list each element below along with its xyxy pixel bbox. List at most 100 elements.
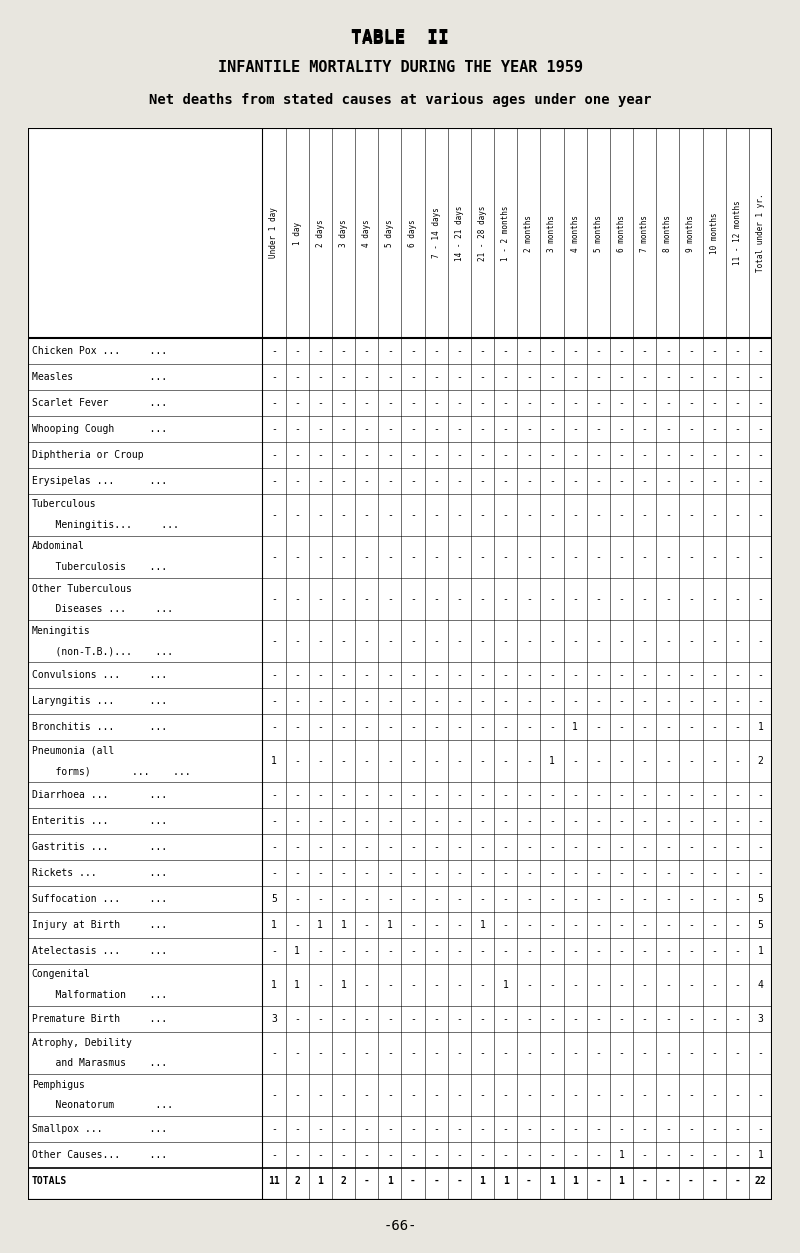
Text: -: - xyxy=(595,1177,601,1187)
Text: -: - xyxy=(572,372,578,382)
Text: -: - xyxy=(549,346,555,356)
Text: -: - xyxy=(364,816,370,826)
Text: -: - xyxy=(479,594,486,604)
Text: -: - xyxy=(526,450,532,460)
Text: -: - xyxy=(433,346,439,356)
Text: and Marasmus    ...: and Marasmus ... xyxy=(32,1059,167,1069)
Text: -: - xyxy=(526,637,532,647)
Text: -: - xyxy=(665,756,670,766)
Text: -: - xyxy=(502,789,509,799)
Text: -: - xyxy=(734,398,740,408)
Text: -: - xyxy=(665,1048,670,1058)
Text: -: - xyxy=(734,920,740,930)
Text: 1: 1 xyxy=(294,946,300,956)
Text: 7 months: 7 months xyxy=(640,214,649,252)
Text: -: - xyxy=(364,637,370,647)
Text: -: - xyxy=(318,553,323,563)
Text: -: - xyxy=(410,756,416,766)
Text: -: - xyxy=(456,868,462,878)
Text: -: - xyxy=(758,553,763,563)
Text: -: - xyxy=(456,816,462,826)
Text: -: - xyxy=(595,816,601,826)
Text: -: - xyxy=(479,695,486,705)
Text: -: - xyxy=(526,1090,532,1100)
Text: -: - xyxy=(572,946,578,956)
Text: -: - xyxy=(595,510,601,520)
Text: -: - xyxy=(479,1124,486,1134)
Text: -: - xyxy=(665,920,670,930)
Text: -: - xyxy=(572,476,578,486)
Text: -: - xyxy=(502,868,509,878)
Text: -: - xyxy=(502,594,509,604)
Text: -: - xyxy=(387,398,393,408)
Text: -: - xyxy=(387,510,393,520)
Text: -: - xyxy=(734,637,740,647)
Text: -: - xyxy=(387,670,393,680)
Text: -: - xyxy=(526,868,532,878)
Text: -: - xyxy=(318,1150,323,1160)
Text: Congenital: Congenital xyxy=(32,970,90,980)
Text: -: - xyxy=(341,398,346,408)
Text: 3 months: 3 months xyxy=(547,214,557,252)
Text: 14 - 21 days: 14 - 21 days xyxy=(454,205,464,261)
Text: -: - xyxy=(642,946,647,956)
Text: -: - xyxy=(595,1150,601,1160)
Text: -: - xyxy=(526,594,532,604)
Text: -: - xyxy=(711,450,717,460)
Text: -: - xyxy=(665,637,670,647)
Text: -: - xyxy=(595,1124,601,1134)
Text: -: - xyxy=(618,789,624,799)
Text: -: - xyxy=(341,510,346,520)
Text: 6 days: 6 days xyxy=(409,219,418,247)
Text: -: - xyxy=(734,450,740,460)
Text: 1 - 2 months: 1 - 2 months xyxy=(501,205,510,261)
Text: -: - xyxy=(711,1048,717,1058)
Text: -: - xyxy=(549,893,555,903)
Text: -: - xyxy=(595,346,601,356)
Text: 1: 1 xyxy=(341,980,346,990)
Text: -: - xyxy=(711,553,717,563)
Text: -: - xyxy=(688,1014,694,1024)
Text: -: - xyxy=(271,424,277,434)
Text: -: - xyxy=(364,789,370,799)
Text: INFANTILE MORTALITY DURING THE YEAR 1959: INFANTILE MORTALITY DURING THE YEAR 1959 xyxy=(218,60,582,75)
Text: -: - xyxy=(711,695,717,705)
Text: -: - xyxy=(479,816,486,826)
Text: -: - xyxy=(479,553,486,563)
Text: 1: 1 xyxy=(271,980,277,990)
Text: Suffocation ...     ...: Suffocation ... ... xyxy=(32,893,167,903)
Text: -: - xyxy=(341,553,346,563)
Text: -: - xyxy=(410,553,416,563)
Text: -: - xyxy=(526,424,532,434)
Text: -: - xyxy=(456,722,462,732)
Text: -: - xyxy=(572,346,578,356)
Text: -: - xyxy=(433,450,439,460)
Text: -: - xyxy=(618,450,624,460)
Text: -: - xyxy=(456,670,462,680)
Text: -: - xyxy=(502,398,509,408)
Text: -: - xyxy=(318,510,323,520)
Text: -: - xyxy=(294,722,300,732)
Text: Erysipelas ...      ...: Erysipelas ... ... xyxy=(32,476,167,486)
Text: -: - xyxy=(734,510,740,520)
Text: -: - xyxy=(572,756,578,766)
Text: -: - xyxy=(572,1014,578,1024)
Text: -: - xyxy=(711,756,717,766)
Text: -: - xyxy=(318,980,323,990)
Text: Tuberculous: Tuberculous xyxy=(32,500,96,510)
Text: -: - xyxy=(549,946,555,956)
Text: 1: 1 xyxy=(318,920,323,930)
Text: -: - xyxy=(734,695,740,705)
Text: -: - xyxy=(758,398,763,408)
Text: -: - xyxy=(642,476,647,486)
Text: -: - xyxy=(549,980,555,990)
Text: -: - xyxy=(456,893,462,903)
Text: 5 days: 5 days xyxy=(386,219,394,247)
Text: -: - xyxy=(595,893,601,903)
Text: -: - xyxy=(595,476,601,486)
Text: -: - xyxy=(642,670,647,680)
Text: -: - xyxy=(318,594,323,604)
Text: 1: 1 xyxy=(549,756,555,766)
Text: -: - xyxy=(502,842,509,852)
Text: -: - xyxy=(595,920,601,930)
